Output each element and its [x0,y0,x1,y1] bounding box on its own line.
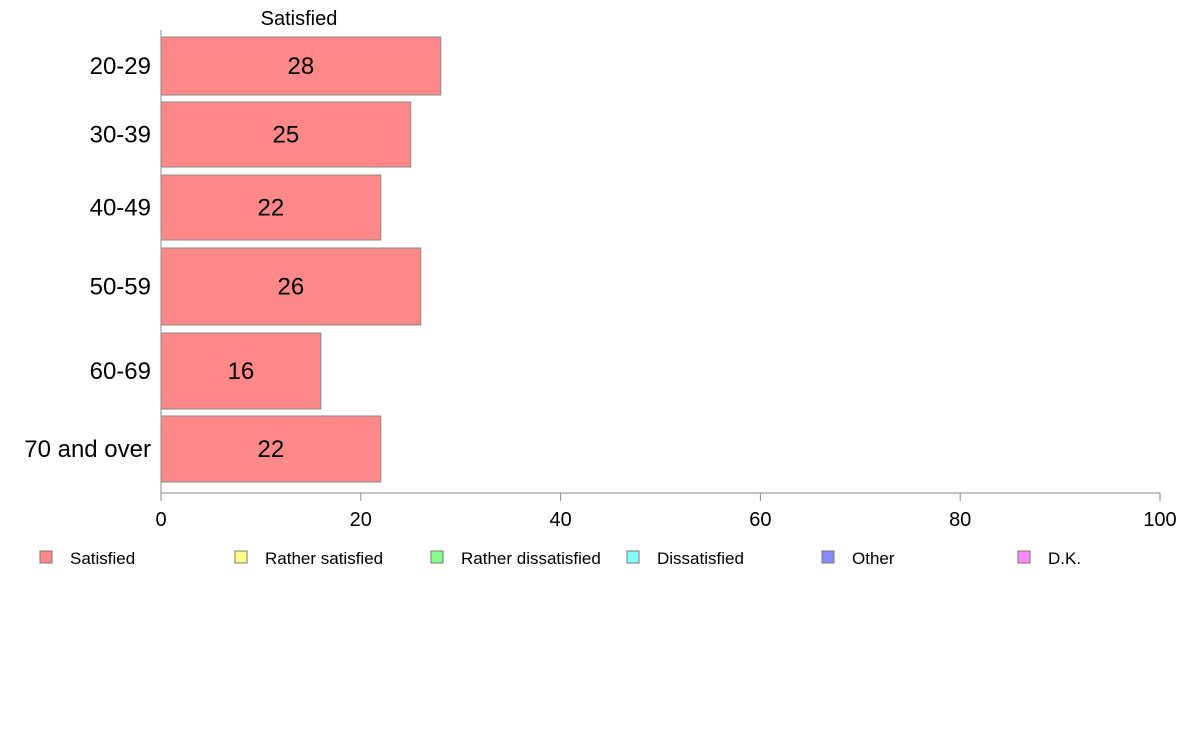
bar-value-label: 25 [273,122,300,149]
bar-value-label: 22 [258,195,285,222]
legend-swatch [430,550,444,564]
bar-value-label: 22 [258,436,285,463]
bar-70-and-over [160,415,382,483]
legend-swatch [626,550,640,564]
bar-20-29 [160,36,442,96]
legend-swatch [1017,550,1031,564]
series-title: Satisfied [261,8,338,30]
bar-50-59 [160,247,422,326]
legend-swatch [234,550,248,564]
x-tick-label: 40 [549,509,571,531]
bar-value-label: 26 [278,274,305,301]
x-tick-label: 60 [749,509,771,531]
category-label: 40-49 [90,195,151,222]
legend-swatch [821,550,835,564]
category-label: 50-59 [90,274,151,301]
legend-label: Rather satisfied [265,549,383,568]
x-tick-label: 100 [1143,509,1176,531]
x-tick-label: 80 [949,509,971,531]
category-label: 70 and over [24,436,151,463]
legend-swatch [39,550,53,564]
category-label: 20-29 [90,53,151,80]
legend-label: Satisfied [70,549,135,568]
legend-label: Dissatisfied [657,549,744,568]
category-label: 30-39 [90,122,151,149]
legend: Satisfied Rather satisfied Rather dissatis… [39,549,1081,568]
bar-value-label: 28 [288,53,315,80]
bar-60-69 [160,332,322,410]
bar-40-49 [160,174,382,241]
legend-label: D.K. [1048,549,1081,568]
bar-30-39 [160,101,412,168]
x-axis: 0 20 40 60 80 100 [155,30,1177,531]
legend-label: Other [852,549,895,568]
bar-value-label: 16 [228,358,255,385]
category-labels: 20-29 30-39 40-49 50-59 60-69 70 and over [24,53,151,463]
x-tick-label: 0 [155,509,166,531]
bars: 28 25 22 26 16 22 [160,36,442,483]
category-label: 60-69 [90,358,151,385]
x-tick-label: 20 [350,509,372,531]
legend-label: Rather dissatisfied [461,549,601,568]
